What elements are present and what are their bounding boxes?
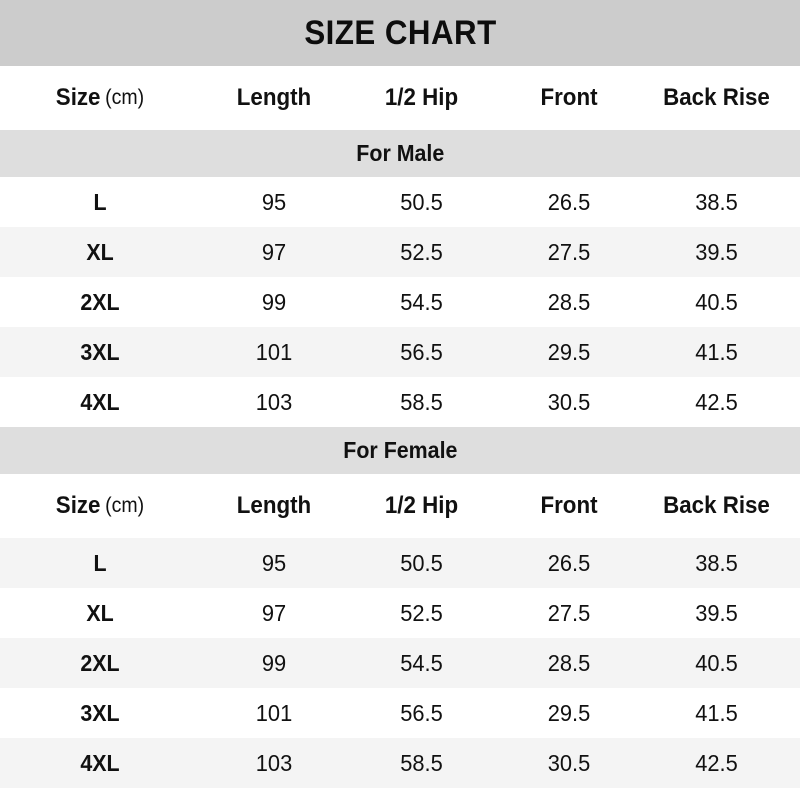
column-header-row-top: Size (cm) Length 1/2 Hip Front Back Rise (0, 66, 800, 130)
table-row: 3XL 101 56.5 29.5 41.5 (0, 688, 800, 738)
cell-front: 26.5 (547, 549, 591, 576)
column-header-size-unit: (cm) (105, 494, 145, 517)
cell-length: 95 (261, 549, 287, 576)
cell-back-rise: 38.5 (695, 549, 738, 576)
cell-size: XL (86, 238, 114, 265)
column-header-size: Size (cm) (7, 84, 193, 112)
cell-size: 3XL (80, 338, 120, 365)
table-row: L 95 50.5 26.5 38.5 (0, 538, 800, 588)
cell-size: 3XL (80, 699, 120, 726)
cell-front: 29.5 (547, 699, 591, 726)
cell-back-rise: 41.5 (695, 699, 738, 726)
cell-front: 30.5 (547, 388, 591, 415)
section-label-male: For Male (356, 140, 444, 166)
cell-back-rise: 39.5 (695, 238, 738, 265)
cell-back-rise: 38.5 (695, 188, 738, 215)
cell-half-hip: 56.5 (400, 338, 443, 365)
cell-size: 4XL (80, 749, 120, 776)
cell-half-hip: 50.5 (400, 549, 443, 576)
column-header-front: Front (540, 84, 598, 111)
cell-front: 26.5 (547, 188, 591, 215)
cell-back-rise: 40.5 (695, 288, 738, 315)
cell-size: XL (86, 599, 114, 626)
cell-length: 101 (255, 338, 293, 365)
cell-front: 27.5 (547, 238, 591, 265)
cell-length: 95 (261, 188, 287, 215)
column-header-size: Size (cm) (7, 492, 193, 520)
table-row: 2XL 99 54.5 28.5 40.5 (0, 638, 800, 688)
section-band-male: For Male (0, 130, 800, 177)
column-header-size-label: Size (55, 84, 101, 111)
table-row: 4XL 103 58.5 30.5 42.5 (0, 377, 800, 427)
section-label-female: For Female (342, 437, 458, 463)
table-row: 4XL 103 58.5 30.5 42.5 (0, 738, 800, 788)
page-title: SIZE CHART (303, 13, 497, 52)
column-header-back-rise: Back Rise (663, 84, 770, 111)
cell-back-rise: 40.5 (695, 649, 738, 676)
cell-size: L (93, 549, 107, 576)
cell-half-hip: 52.5 (400, 238, 443, 265)
table-row: XL 97 52.5 27.5 39.5 (0, 588, 800, 638)
column-header-length: Length (236, 492, 312, 519)
column-header-half-hip: 1/2 Hip (384, 492, 459, 519)
cell-half-hip: 54.5 (400, 649, 443, 676)
cell-front: 29.5 (547, 338, 591, 365)
table-row: 2XL 99 54.5 28.5 40.5 (0, 277, 800, 327)
section-band-female: For Female (0, 427, 800, 474)
table-row: XL 97 52.5 27.5 39.5 (0, 227, 800, 277)
column-header-size-label: Size (55, 492, 101, 519)
column-header-half-hip: 1/2 Hip (384, 84, 459, 111)
cell-size: 2XL (80, 649, 120, 676)
cell-half-hip: 50.5 (400, 188, 443, 215)
cell-half-hip: 58.5 (400, 749, 443, 776)
cell-half-hip: 56.5 (400, 699, 443, 726)
table-row: 3XL 101 56.5 29.5 41.5 (0, 327, 800, 377)
cell-size: 4XL (80, 388, 120, 415)
cell-half-hip: 54.5 (400, 288, 443, 315)
cell-length: 99 (261, 288, 287, 315)
cell-front: 28.5 (547, 288, 591, 315)
cell-size: L (93, 188, 107, 215)
column-header-front: Front (540, 492, 598, 519)
column-header-row-female: Size (cm) Length 1/2 Hip Front Back Rise (0, 474, 800, 538)
cell-front: 27.5 (547, 599, 591, 626)
cell-back-rise: 42.5 (695, 749, 738, 776)
cell-front: 28.5 (547, 649, 591, 676)
cell-length: 97 (261, 599, 287, 626)
cell-length: 103 (255, 749, 293, 776)
cell-length: 101 (255, 699, 293, 726)
column-header-size-unit: (cm) (105, 86, 145, 109)
cell-length: 99 (261, 649, 287, 676)
column-header-length: Length (236, 84, 312, 111)
cell-back-rise: 41.5 (695, 338, 738, 365)
chart-title-band: SIZE CHART (0, 0, 800, 66)
cell-half-hip: 52.5 (400, 599, 443, 626)
cell-length: 97 (261, 238, 287, 265)
cell-back-rise: 42.5 (695, 388, 738, 415)
column-header-back-rise: Back Rise (663, 492, 770, 519)
cell-half-hip: 58.5 (400, 388, 443, 415)
cell-length: 103 (255, 388, 293, 415)
cell-size: 2XL (80, 288, 120, 315)
table-row: L 95 50.5 26.5 38.5 (0, 177, 800, 227)
cell-back-rise: 39.5 (695, 599, 738, 626)
cell-front: 30.5 (547, 749, 591, 776)
